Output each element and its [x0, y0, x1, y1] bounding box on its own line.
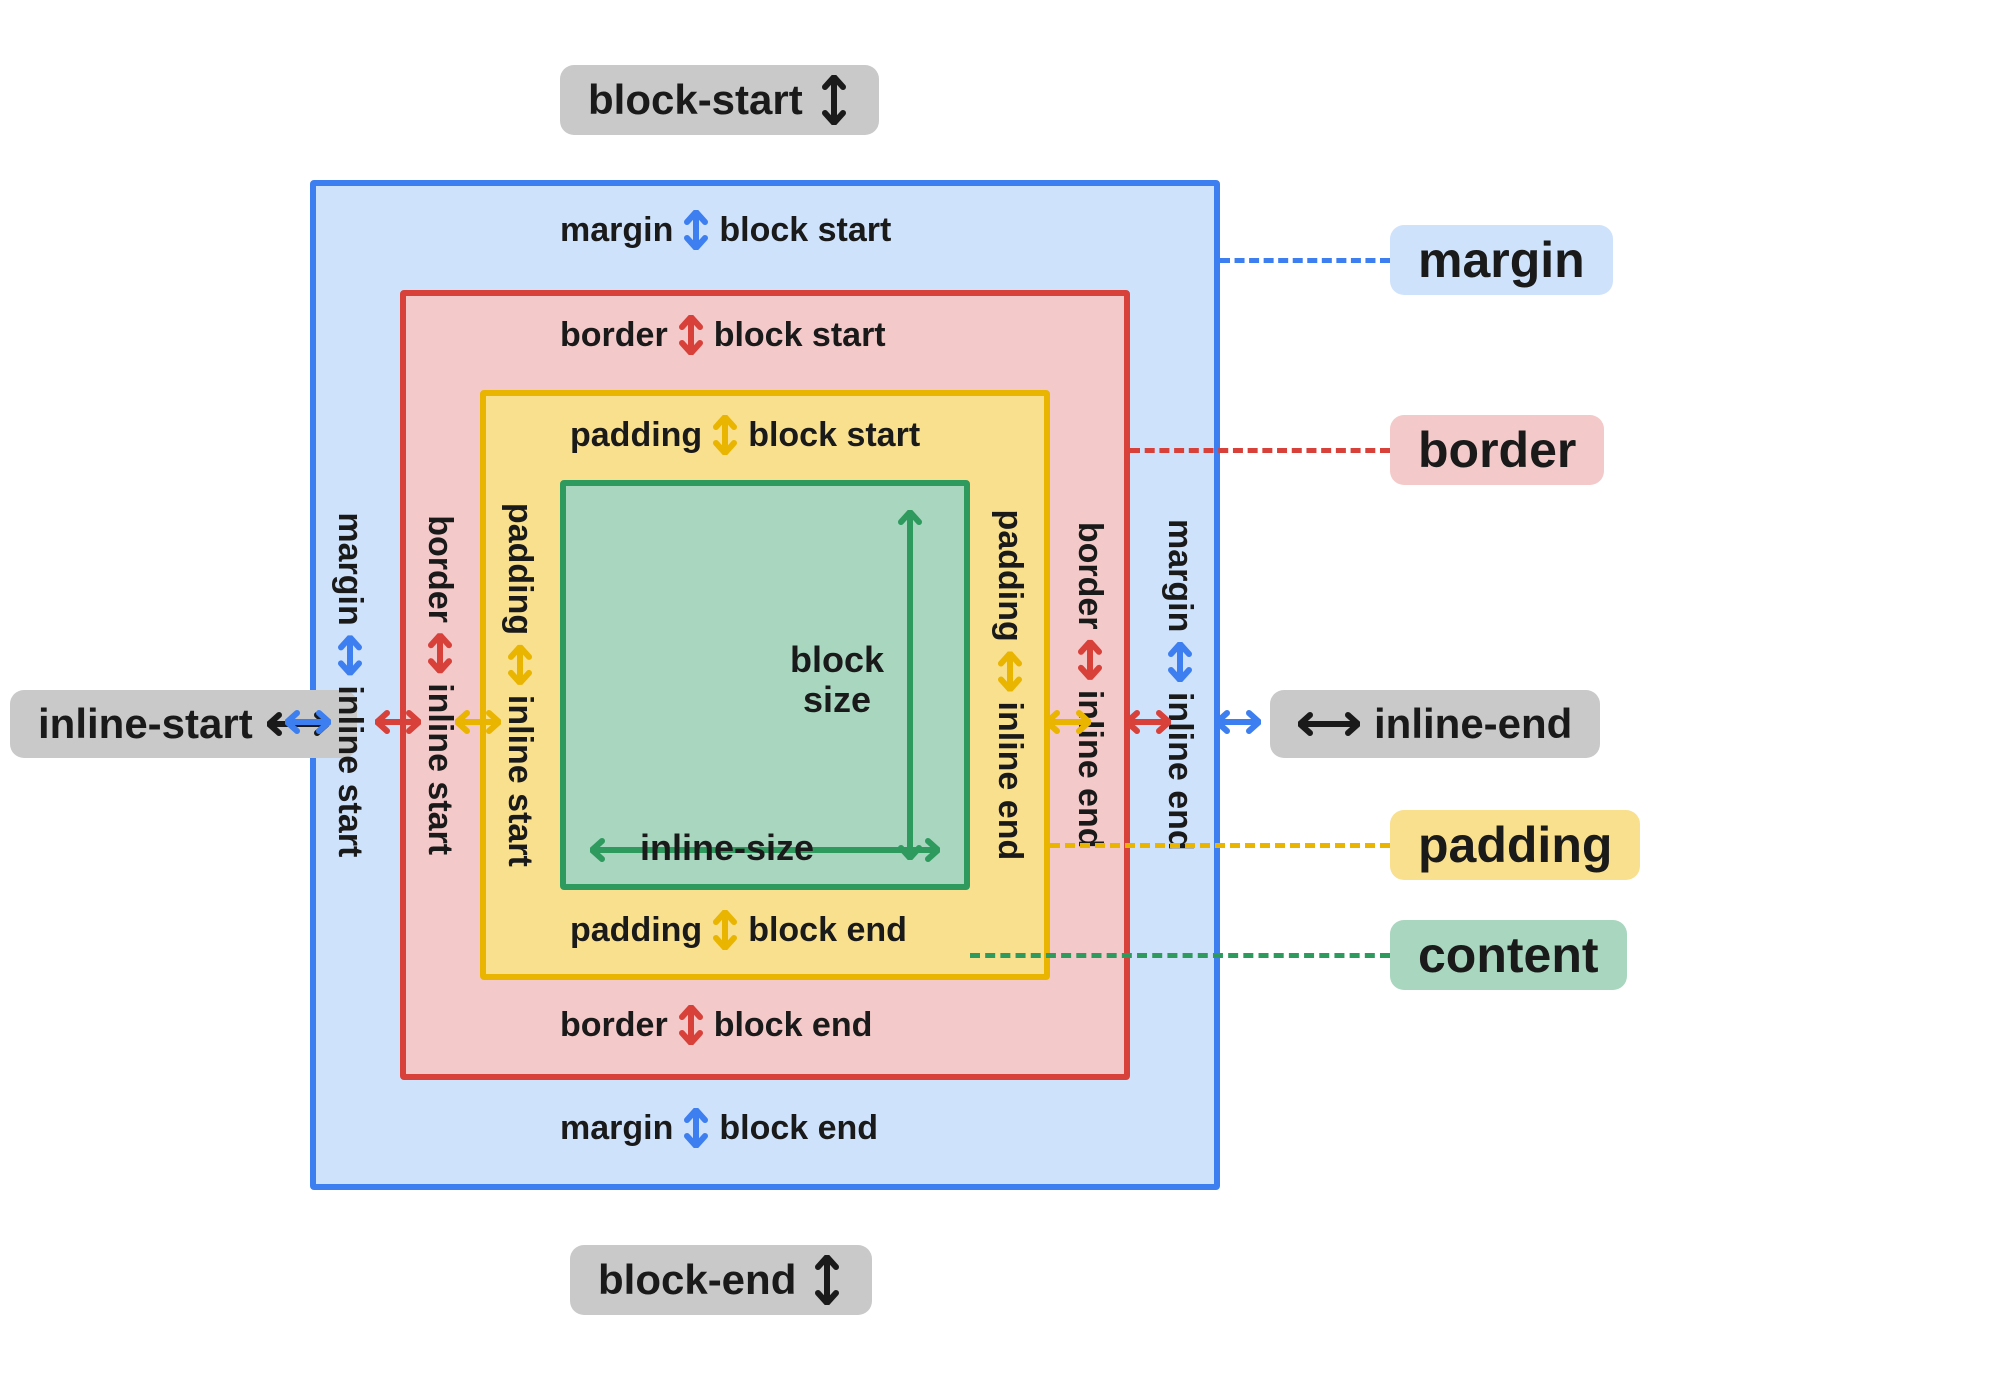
legend-pill-padding-label: padding [1418, 816, 1612, 874]
border-left-right: inline start [420, 683, 459, 855]
border-right-left: border [1070, 522, 1109, 630]
legend-pill-margin: margin [1390, 225, 1613, 295]
border-right-arrow [1125, 709, 1171, 740]
padding-top-right: block start [748, 416, 920, 455]
outer-pill-inlineStart-label: inline-start [38, 700, 253, 748]
outer-pill-blockEnd-label: block-end [598, 1256, 796, 1304]
padding-right-label: padding inline end [990, 510, 1029, 861]
padding-right-right: inline end [990, 702, 1029, 861]
legend-pill-margin-label: margin [1418, 231, 1585, 289]
legend-pill-padding: padding [1390, 810, 1640, 880]
legend-pill-border: border [1390, 415, 1604, 485]
legend-pill-border-label: border [1418, 421, 1576, 479]
box-model-diagram: block-start block-end inline-start inlin… [0, 0, 1999, 1397]
outer-pill-inlineEnd: inline-end [1270, 690, 1600, 758]
content-block-size-arrow [893, 510, 927, 865]
border-top-right: block start [714, 316, 886, 355]
margin-left-label: margin inline start [330, 512, 369, 857]
legend-leader-padding [1050, 843, 1390, 848]
margin-left-right: inline start [330, 686, 369, 858]
margin-top-right: block start [719, 211, 891, 250]
border-right-label: border inline end [1070, 522, 1109, 848]
legend-leader-content [970, 953, 1390, 958]
border-top-label: border block start [560, 315, 886, 355]
border-left-label: border inline start [420, 515, 459, 855]
padding-right-arrow [1045, 709, 1091, 740]
outer-pill-blockStart-label: block-start [588, 76, 803, 124]
margin-right-arrow [1215, 709, 1261, 740]
margin-left-left: margin [330, 512, 369, 625]
margin-right-label: margin inline end [1160, 519, 1199, 851]
legend-pill-content-label: content [1418, 926, 1599, 984]
padding-top-label: padding block start [570, 415, 920, 455]
content-block-size-label: block size [790, 640, 884, 719]
padding-left-arrow [455, 709, 501, 740]
outer-pill-inlineEnd-label: inline-end [1374, 700, 1572, 748]
padding-left-label: padding inline start [500, 503, 539, 867]
outer-pill-blockStart: block-start [560, 65, 879, 135]
margin-bottom-label: margin block end [560, 1108, 878, 1148]
margin-bottom-left: margin [560, 1109, 673, 1148]
legend-pill-content: content [1390, 920, 1627, 990]
margin-top-label: margin block start [560, 210, 891, 250]
padding-bottom-right: block end [748, 911, 907, 950]
border-left-arrow [375, 709, 421, 740]
padding-left-right: inline start [500, 695, 539, 867]
content-inline-size-label: inline-size [640, 828, 814, 868]
margin-left-arrow [285, 709, 331, 740]
margin-top-left: margin [560, 211, 673, 250]
margin-bottom-right: block end [719, 1109, 878, 1148]
padding-top-left: padding [570, 416, 702, 455]
border-bottom-label: border block end [560, 1005, 872, 1045]
outer-pill-blockEnd: block-end [570, 1245, 872, 1315]
border-bottom-left: border [560, 1006, 668, 1045]
border-top-left: border [560, 316, 668, 355]
border-bottom-right: block end [714, 1006, 873, 1045]
legend-leader-margin [1220, 258, 1390, 263]
padding-right-left: padding [990, 510, 1029, 642]
border-left-left: border [420, 515, 459, 623]
padding-bottom-left: padding [570, 911, 702, 950]
legend-leader-border [1130, 448, 1390, 453]
padding-left-left: padding [500, 503, 539, 635]
margin-right-left: margin [1160, 519, 1199, 632]
padding-bottom-label: padding block end [570, 910, 907, 950]
